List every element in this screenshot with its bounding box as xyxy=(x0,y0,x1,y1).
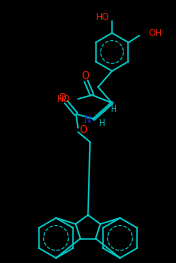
Text: HO: HO xyxy=(56,95,70,104)
Text: O: O xyxy=(81,71,89,81)
Text: H: H xyxy=(98,119,104,128)
Text: HO: HO xyxy=(95,13,109,22)
Text: OH: OH xyxy=(148,29,162,38)
Text: O: O xyxy=(58,93,66,103)
Text: O: O xyxy=(79,125,87,135)
Text: N: N xyxy=(84,115,91,125)
Text: H: H xyxy=(110,105,116,114)
